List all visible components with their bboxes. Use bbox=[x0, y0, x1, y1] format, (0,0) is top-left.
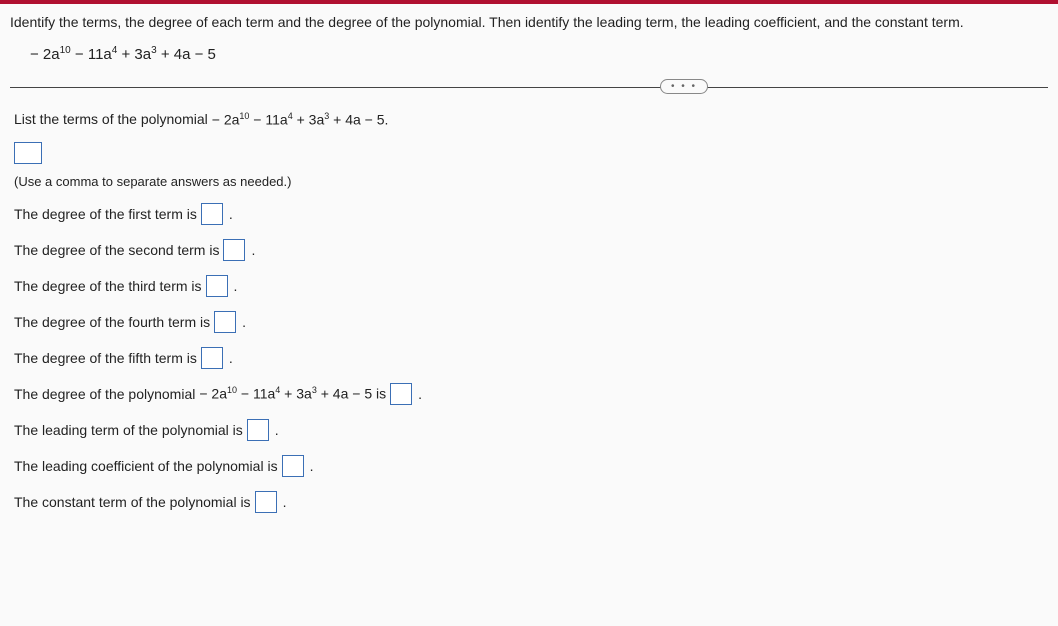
leading-coeff-line: The leading coefficient of the polynomia… bbox=[14, 455, 1044, 477]
period: . bbox=[242, 314, 246, 330]
period: . bbox=[229, 350, 233, 366]
deg-second-input[interactable] bbox=[223, 239, 245, 261]
deg-poly-expression: − 2a10 − 11a4 + 3a3 + 4a − 5 is bbox=[199, 385, 386, 402]
divider-line bbox=[10, 87, 1048, 88]
deg-fourth-label: The degree of the fourth term is bbox=[14, 314, 210, 330]
constant-term-input[interactable] bbox=[255, 491, 277, 513]
leading-term-input[interactable] bbox=[247, 419, 269, 441]
leading-term-line: The leading term of the polynomial is . bbox=[14, 419, 1044, 441]
leading-coeff-input[interactable] bbox=[282, 455, 304, 477]
terms-input-row bbox=[14, 142, 1044, 164]
answer-area: List the terms of the polynomial − 2a10 … bbox=[10, 111, 1048, 513]
period: . bbox=[229, 206, 233, 222]
period: . bbox=[234, 278, 238, 294]
deg-second-label: The degree of the second term is bbox=[14, 242, 219, 258]
deg-fourth-line: The degree of the fourth term is . bbox=[14, 311, 1044, 333]
constant-term-line: The constant term of the polynomial is . bbox=[14, 491, 1044, 513]
deg-poly-input[interactable] bbox=[390, 383, 412, 405]
period: . bbox=[251, 242, 255, 258]
period: . bbox=[283, 494, 287, 510]
deg-first-label: The degree of the first term is bbox=[14, 206, 197, 222]
deg-third-label: The degree of the third term is bbox=[14, 278, 202, 294]
deg-poly-line: The degree of the polynomial − 2a10 − 11… bbox=[14, 383, 1044, 405]
period: . bbox=[310, 458, 314, 474]
deg-fifth-line: The degree of the fifth term is . bbox=[14, 347, 1044, 369]
question-prompt: Identify the terms, the degree of each t… bbox=[10, 12, 1048, 33]
period: . bbox=[275, 422, 279, 438]
deg-fourth-input[interactable] bbox=[214, 311, 236, 333]
deg-fifth-label: The degree of the fifth term is bbox=[14, 350, 197, 366]
list-terms-prefix: List the terms of the polynomial bbox=[14, 111, 208, 127]
leading-term-label: The leading term of the polynomial is bbox=[14, 422, 243, 438]
content-area: Identify the terms, the degree of each t… bbox=[0, 4, 1058, 513]
deg-poly-prefix: The degree of the polynomial bbox=[14, 386, 195, 402]
more-options-pill[interactable]: • • • bbox=[660, 79, 708, 94]
terms-hint: (Use a comma to separate answers as need… bbox=[14, 174, 1044, 189]
constant-term-label: The constant term of the polynomial is bbox=[14, 494, 251, 510]
deg-third-line: The degree of the third term is . bbox=[14, 275, 1044, 297]
deg-first-input[interactable] bbox=[201, 203, 223, 225]
deg-first-line: The degree of the first term is . bbox=[14, 203, 1044, 225]
divider-row: • • • bbox=[10, 77, 1048, 97]
list-terms-line: List the terms of the polynomial − 2a10 … bbox=[14, 111, 1044, 128]
deg-fifth-input[interactable] bbox=[201, 347, 223, 369]
list-terms-polynomial: − 2a10 − 11a4 + 3a3 + 4a − 5. bbox=[212, 111, 389, 128]
terms-list-input[interactable] bbox=[14, 142, 42, 164]
deg-third-input[interactable] bbox=[206, 275, 228, 297]
deg-second-line: The degree of the second term is . bbox=[14, 239, 1044, 261]
period: . bbox=[418, 386, 422, 402]
leading-coeff-label: The leading coefficient of the polynomia… bbox=[14, 458, 278, 474]
question-polynomial: − 2a10 − 11a4 + 3a3 + 4a − 5 bbox=[10, 45, 1048, 63]
